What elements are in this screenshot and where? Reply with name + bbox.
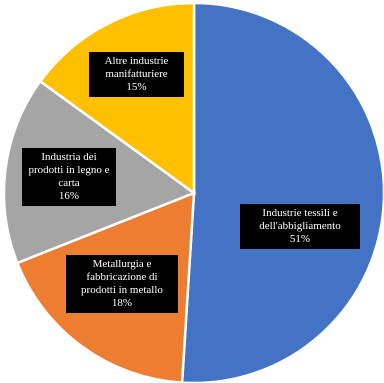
slice-label-textiles: Industrie tessili e dell'abbigliamento 5…	[240, 204, 360, 249]
slice-label-metallurgy-pct: 18%	[111, 297, 133, 309]
slice-label-metallurgy-name: Metallurgia e fabbricazione di prodotti …	[81, 258, 163, 296]
slice-label-other-manufacturing-pct: 15%	[126, 81, 147, 93]
slice-label-other-manufacturing-name: Altre industrie manifatturiere	[104, 55, 169, 80]
slice-label-textiles-pct: 51%	[289, 233, 311, 245]
slice-label-wood-paper-name: Industria dei prodotti in legno e carta	[28, 151, 110, 189]
pie-slice-other-manufacturing	[38, 1, 196, 196]
slice-label-wood-paper: Industria dei prodotti in legno e carta …	[22, 148, 116, 206]
pie-slice-textiles	[180, 1, 384, 383]
slice-label-other-manufacturing: Altre industrie manifatturiere 15%	[89, 52, 184, 97]
slice-label-metallurgy: Metallurgia e fabbricazione di prodotti …	[66, 255, 178, 313]
slice-label-textiles-name: Industrie tessili e dell'abbigliamento	[259, 207, 341, 232]
slice-label-wood-paper-pct: 16%	[58, 190, 80, 202]
